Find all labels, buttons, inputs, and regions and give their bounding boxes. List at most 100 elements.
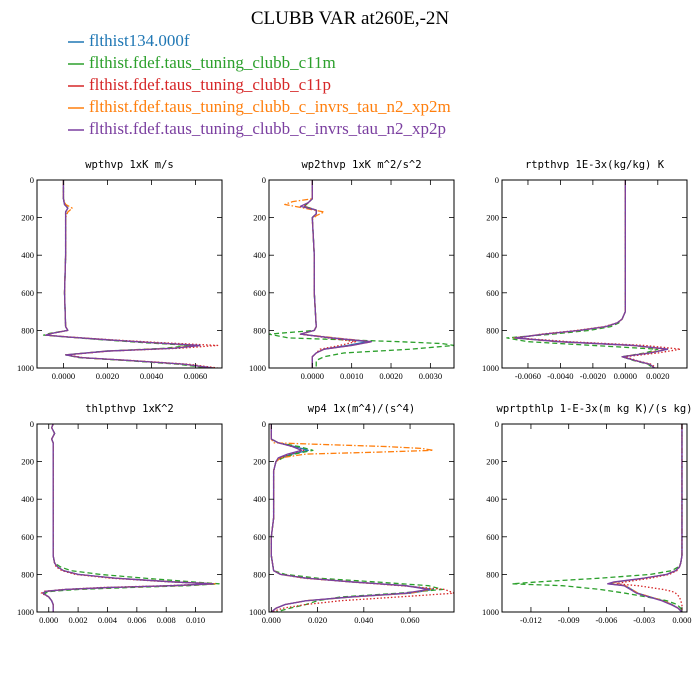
x-tick-label: 0.020: [308, 615, 327, 625]
y-tick-label: 600: [253, 288, 266, 298]
y-tick-label: 600: [21, 532, 34, 542]
x-tick-label: 0.008: [157, 615, 176, 625]
panel-6: wprtpthlp 1-E-3x(m kg K)/(s kg) 0 200 400 60…: [482, 403, 692, 625]
y-tick-label: 400: [486, 250, 499, 260]
y-tick-label: 400: [253, 250, 266, 260]
x-tick-label: 0.000: [262, 615, 281, 625]
x-tick-label: 0.0000: [301, 371, 324, 381]
y-tick-label: 200: [21, 457, 34, 467]
plot-frame: [268, 179, 455, 369]
x-tick-label: 0.060: [401, 615, 420, 625]
x-tick-label: -0.006: [595, 615, 617, 625]
y-tick-label: 1000: [249, 363, 266, 373]
series-group: [511, 424, 683, 612]
y-tick-label: 0: [495, 419, 499, 429]
series-line-4: [45, 180, 214, 368]
x-tick-label: 0.000: [39, 615, 58, 625]
y-tick-label: 600: [21, 288, 34, 298]
x-tick-label: 0.0020: [379, 371, 402, 381]
series-line-2: [511, 424, 683, 612]
series-line-3: [299, 180, 357, 368]
y-tick-label: 0: [30, 419, 34, 429]
series-line-3: [615, 424, 683, 612]
y-tick-label: 1000: [482, 363, 499, 373]
series-line-1: [608, 424, 683, 612]
plot-frame: [501, 423, 688, 613]
y-tick-label: 400: [21, 494, 34, 504]
y-tick-label: 1000: [482, 607, 499, 617]
x-tick-label: 0.0060: [184, 371, 207, 381]
legend-label: flthist.fdef.taus_tuning_clubb_c11p: [89, 75, 331, 94]
series-line-4: [608, 424, 683, 612]
x-tick-label: 0.010: [186, 615, 205, 625]
x-tick-label: 0.002: [69, 615, 88, 625]
x-tick-label: 0.0000: [614, 371, 637, 381]
y-tick-label: 1000: [249, 607, 266, 617]
y-tick-label: 200: [486, 213, 499, 223]
legend-label: flthist134.000f: [89, 31, 190, 50]
y-tick-label: 1000: [17, 607, 34, 617]
x-tick-label: -0.003: [633, 615, 655, 625]
y-tick-label: 800: [253, 569, 266, 579]
x-tick-label: 0.006: [127, 615, 146, 625]
x-tick-label: 0.0040: [140, 371, 163, 381]
y-tick-label: 400: [486, 494, 499, 504]
x-tick-label: -0.0020: [580, 371, 606, 381]
y-tick-label: 400: [253, 494, 266, 504]
panel-title: wprtpthlp 1-E-3x(m kg K)/(s kg): [497, 403, 693, 415]
panel-title: wp2thvp 1xK m^2/s^2: [301, 159, 421, 171]
y-tick-label: 800: [486, 325, 499, 335]
series-group: [269, 180, 454, 368]
y-tick-label: 400: [21, 250, 34, 260]
y-tick-label: 600: [253, 532, 266, 542]
plot-frame: [36, 179, 223, 369]
plot-frame: [501, 179, 688, 369]
y-tick-label: 200: [253, 213, 266, 223]
panel-title: thlpthvp 1xK^2: [85, 403, 174, 415]
panel-title: rtpthvp 1E-3x(kg/kg) K: [525, 159, 665, 171]
y-tick-label: 600: [486, 288, 499, 298]
y-tick-label: 800: [21, 569, 34, 579]
x-tick-label: -0.012: [520, 615, 542, 625]
series-line-3: [40, 424, 213, 612]
x-tick-label: 0.0020: [96, 371, 119, 381]
series-line-4: [42, 424, 217, 612]
series-line-5: [514, 180, 669, 368]
y-tick-label: 200: [253, 457, 266, 467]
x-tick-label: 0.0000: [52, 371, 75, 381]
x-tick-label: 0.0030: [419, 371, 442, 381]
series-line-1: [42, 424, 216, 612]
y-tick-label: 0: [262, 175, 266, 185]
x-tick-label: 0.0010: [340, 371, 363, 381]
y-tick-label: 0: [262, 419, 266, 429]
y-tick-label: 800: [253, 325, 266, 335]
series-group: [506, 180, 682, 368]
series-line-5: [42, 424, 214, 612]
series-line-2: [269, 180, 454, 368]
legend-label: flthist.fdef.taus_tuning_clubb_c_invrs_t…: [89, 119, 446, 138]
y-tick-label: 800: [21, 325, 34, 335]
y-tick-label: 200: [486, 457, 499, 467]
figure-title: CLUBB VAR at260E,-2N: [251, 8, 450, 29]
panel-4: thlpthvp 1xK^2 0 200 400 600 800 1000 0.000 0.00…: [17, 403, 223, 625]
series-line-2: [43, 424, 220, 612]
plot-frame: [36, 423, 223, 613]
plot-frame: [268, 423, 455, 613]
panel-3: rtpthvp 1E-3x(kg/kg) K 0 200 400 600 800 1000 -…: [482, 159, 688, 381]
series-group: [270, 424, 454, 612]
x-tick-label: -0.0060: [515, 371, 541, 381]
legend: flthist134.000f flthist.fdef.taus_tuning_…: [68, 31, 451, 138]
x-tick-label: 0.004: [98, 615, 118, 625]
series-group: [42, 180, 219, 368]
y-tick-label: 1000: [17, 363, 34, 373]
x-tick-label: -0.0040: [547, 371, 573, 381]
series-line-5: [45, 180, 214, 368]
x-tick-label: -0.009: [558, 615, 580, 625]
legend-label: flthist.fdef.taus_tuning_clubb_c_invrs_t…: [89, 97, 451, 116]
x-tick-label: 0.040: [354, 615, 373, 625]
y-tick-label: 600: [486, 532, 499, 542]
panel-2: wp2thvp 1xK m^2/s^2 0 200 400 600 800 1000 0.00…: [249, 159, 455, 381]
